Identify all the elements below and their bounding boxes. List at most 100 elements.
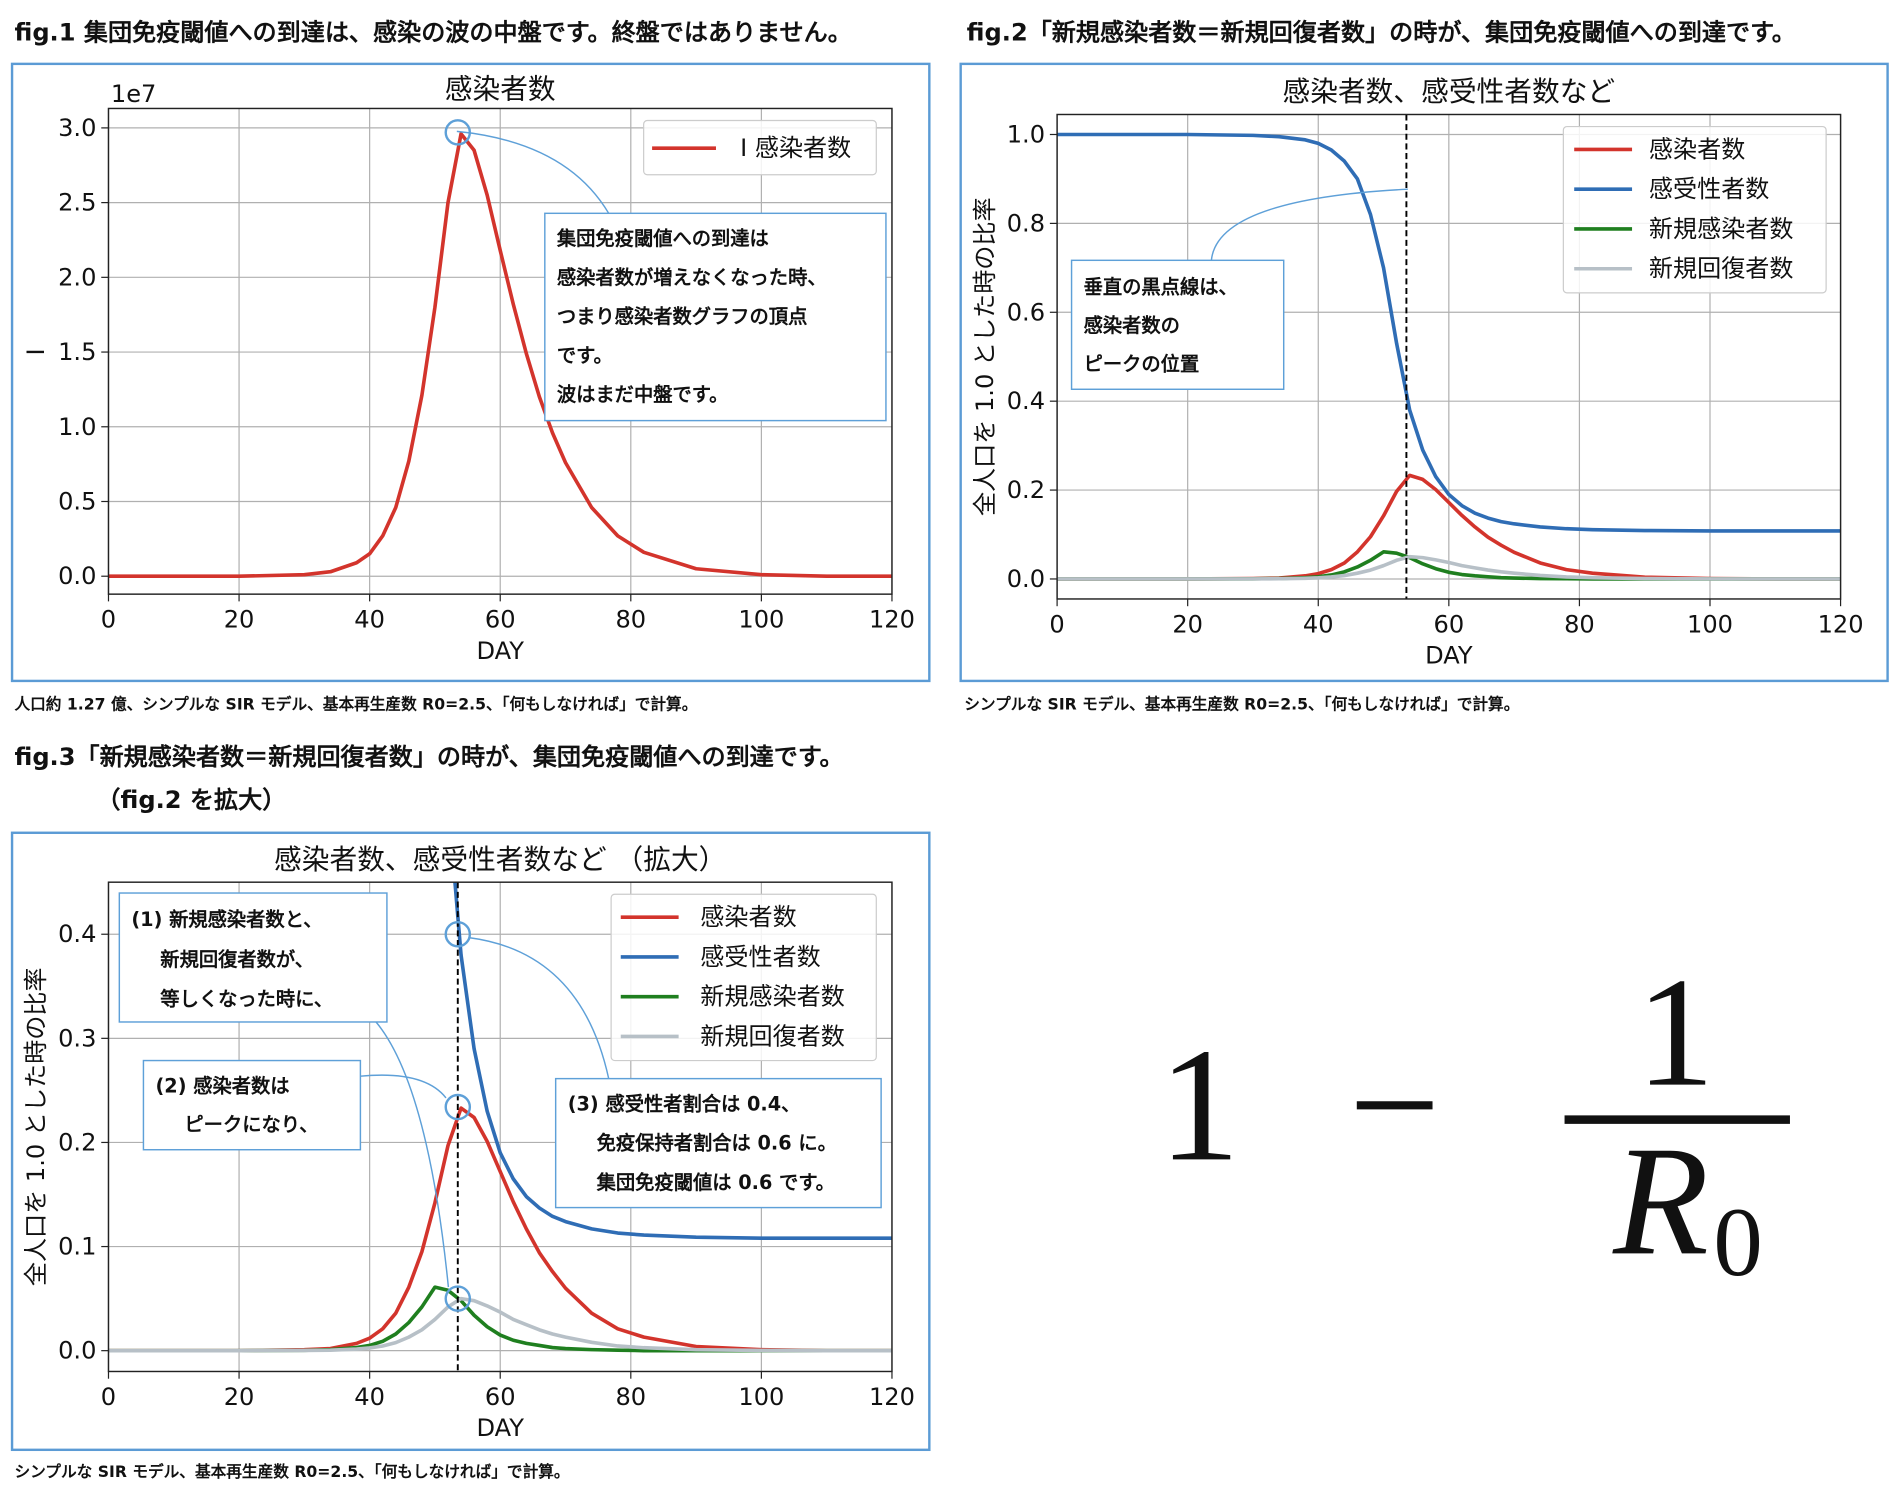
annotation-text: (1) 新規感染者数と、	[131, 908, 322, 931]
x-tick-label: 20	[1172, 610, 1203, 638]
plot-area	[1057, 132, 1841, 581]
annotation-box	[118, 892, 388, 1023]
x-tick-label: 100	[1687, 610, 1733, 638]
leader-line	[456, 130, 610, 214]
x-tick-label: 60	[1434, 610, 1465, 638]
y-tick-label: 0.0	[58, 562, 96, 590]
figure-heading: fig.1 集団免疫閾値への到達は、感染の波の中盤です。終盤ではありません。	[14, 19, 851, 47]
y-tick-label: 0.6	[1007, 298, 1045, 326]
annotation-box	[554, 1077, 882, 1209]
y-tick-label: 3.0	[58, 114, 96, 142]
highlight-marker	[444, 119, 472, 146]
figure-frame	[10, 831, 931, 1452]
annotation-text: (2) 感染者数は	[155, 1074, 289, 1097]
footnote: シンプルな SIR モデル、基本再生産数 R0=2.5、「何もしなければ」で計算…	[14, 1462, 569, 1481]
y-tick-label: 2.5	[58, 189, 96, 217]
legend-label: 新規回復者数	[1649, 255, 1794, 283]
annotation-box	[142, 1059, 362, 1151]
axis-offset: 1e7	[111, 80, 156, 108]
figure-frame	[10, 62, 931, 683]
highlight-marker	[444, 1285, 472, 1312]
legend-box	[610, 893, 877, 1062]
figure-frame	[959, 62, 1889, 683]
plot-border	[107, 107, 893, 595]
leader-line	[360, 1074, 447, 1099]
legend-label: I 感染者数	[740, 134, 851, 162]
annotation-text: ピークの位置	[1084, 352, 1200, 375]
annotation-text: ピークになり、	[184, 1113, 318, 1136]
series-line	[1057, 132, 1841, 533]
chart-title: 感染者数	[445, 73, 556, 106]
y-tick-label: 0.0	[1007, 565, 1045, 593]
chart-title: 感染者数、感受性者数など （拡大）	[274, 843, 726, 876]
annotation-text: 波はまだ中盤です。	[557, 383, 728, 406]
footnote: 人口約 1.27 億、シンプルな SIR モデル、基本再生産数 R0=2.5、「…	[14, 694, 697, 713]
y-axis-label: I	[22, 348, 50, 355]
legend-box	[1562, 125, 1827, 294]
annotation-text: 新規回復者数が、	[160, 948, 314, 971]
formula-one: 1	[1159, 1015, 1240, 1195]
y-tick-label: 0.2	[58, 1128, 96, 1156]
annotation-text: 垂直の黒点線は、	[1084, 275, 1238, 298]
annotation-text: 感染者数が増えなくなった時、	[557, 266, 827, 289]
annotation-box	[1070, 259, 1285, 390]
series-line	[108, 1106, 892, 1353]
x-tick-label: 0	[101, 1383, 116, 1411]
y-tick-label: 0.4	[58, 920, 96, 948]
x-tick-label: 60	[485, 605, 516, 633]
series-line	[1057, 554, 1841, 581]
y-tick-label: 0.4	[1007, 387, 1045, 415]
legend-box	[643, 119, 877, 176]
x-tick-label: 120	[869, 1383, 915, 1411]
formula-numerator: 1	[1636, 945, 1714, 1119]
chart-title: 感染者数、感受性者数など	[1283, 75, 1616, 108]
legend-label: 感受性者数	[700, 943, 820, 971]
x-tick-label: 80	[615, 605, 646, 633]
y-tick-label: 0.2	[1007, 476, 1045, 504]
series-line	[108, 132, 892, 579]
y-axis-label: 全人口を 1.0 とした時の比率	[971, 197, 999, 516]
plot-border	[107, 881, 893, 1373]
footnote: シンプルな SIR モデル、基本再生産数 R0=2.5、「何もしなければ」で計算…	[964, 694, 1519, 713]
y-tick-label: 0.8	[1007, 209, 1045, 237]
annotation-text: (3) 感受性者割合は 0.4、	[568, 1092, 801, 1115]
x-tick-label: 40	[354, 1383, 385, 1411]
annotation-text: つまり感染者数グラフの頂点	[557, 305, 807, 328]
annotation-text: 集団免疫閾値は 0.6 です。	[596, 1171, 835, 1194]
series-line	[453, 882, 892, 1241]
x-tick-label: 100	[738, 1383, 784, 1411]
x-axis-label: DAY	[476, 1414, 524, 1442]
formula-subscript: 0	[1713, 1188, 1762, 1297]
plot-area	[108, 132, 892, 579]
x-tick-label: 100	[738, 605, 784, 633]
leader-line	[375, 1021, 450, 1288]
x-tick-label: 60	[485, 1383, 516, 1411]
x-tick-label: 40	[354, 605, 385, 633]
annotation-box	[544, 212, 887, 422]
x-tick-label: 0	[101, 605, 116, 633]
legend-label: 感受性者数	[1649, 175, 1769, 203]
legend-label: 新規感染者数	[700, 983, 845, 1011]
formula-denominator: R	[1612, 1113, 1709, 1287]
annotation-text: 感染者数の	[1084, 314, 1180, 337]
figure-heading: fig.2「新規感染者数＝新規回復者数」の時が、集団免疫閾値への到達です。	[967, 19, 1796, 47]
legend-label: 新規回復者数	[700, 1022, 845, 1050]
x-tick-label: 40	[1303, 610, 1334, 638]
formula: 1 − 1 R 0	[1159, 945, 1790, 1297]
y-tick-label: 1.0	[1007, 120, 1045, 148]
plot-border	[1056, 113, 1842, 600]
x-axis-label: DAY	[1425, 642, 1473, 670]
x-tick-label: 80	[615, 1383, 646, 1411]
annotation-text: です。	[557, 344, 613, 367]
x-tick-label: 20	[224, 1383, 255, 1411]
formula-operator: −	[1349, 1015, 1441, 1195]
x-tick-label: 0	[1049, 610, 1064, 638]
leader-line	[1210, 188, 1408, 261]
legend-label: 感染者数	[700, 903, 796, 931]
highlight-marker	[444, 1093, 472, 1121]
y-tick-label: 0.5	[58, 487, 96, 515]
x-tick-label: 120	[869, 605, 915, 633]
legend-label: 感染者数	[1649, 135, 1745, 163]
